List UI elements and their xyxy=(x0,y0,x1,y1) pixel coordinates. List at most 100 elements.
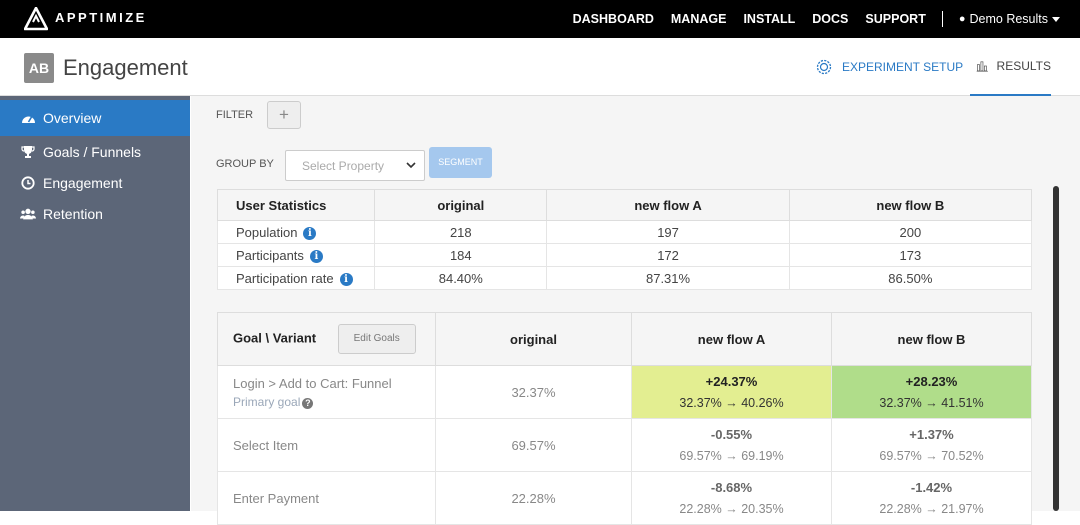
table-row: Login > Add to Cart: Funnel Primary goal… xyxy=(217,365,1032,419)
row-label: Population i xyxy=(216,220,376,244)
apptimize-logo-icon[interactable] xyxy=(24,7,48,31)
table-cell: 184 xyxy=(374,243,548,267)
column-header: new flow B xyxy=(831,312,1032,366)
goal-name: Enter Payment xyxy=(233,490,319,506)
table-cell: 84.40% xyxy=(374,266,548,290)
tab-results[interactable]: RESULTS xyxy=(970,38,1051,96)
table-cell: 172 xyxy=(546,243,790,267)
tab-experiment-setup-label: EXPERIMENT SETUP xyxy=(842,60,964,74)
group-by-label: GROUP BY xyxy=(216,158,274,170)
group-by-select[interactable]: Select Property xyxy=(285,150,425,181)
row-label: Participants i xyxy=(216,243,376,267)
variant-result-cell: +24.37% 32.37% → 40.26% xyxy=(631,365,832,419)
variant-result-cell: -1.42% 22.28% → 21.97% xyxy=(831,471,1032,525)
edit-goals-button[interactable]: Edit Goals xyxy=(337,324,416,354)
segment-button[interactable]: SEGMENT xyxy=(429,147,492,178)
filter-label: FILTER xyxy=(216,109,254,121)
nav-dashboard[interactable]: DASHBOARD xyxy=(572,12,654,26)
row-label-text: Population xyxy=(236,224,298,240)
users-icon xyxy=(20,207,36,221)
user-statistics-table: User Statistics original new flow A new … xyxy=(216,189,1033,290)
sidebar-item-label: Engagement xyxy=(43,174,123,191)
table-cell: 32.37% xyxy=(435,365,632,419)
table-cell: 197 xyxy=(546,220,790,244)
result-flow: 22.28% → 21.97% xyxy=(879,502,984,516)
variant-result-cell: -8.68% 22.28% → 20.35% xyxy=(631,471,832,525)
tab-results-label: RESULTS xyxy=(996,59,1051,73)
result-delta: +1.37% xyxy=(909,427,954,442)
caret-down-icon xyxy=(1052,16,1060,22)
table-cell: 22.28% xyxy=(435,471,632,525)
goals-table: Goal \ Variant Edit Goals original new f… xyxy=(217,312,1032,525)
sidebar-item-engagement[interactable]: Engagement xyxy=(0,167,190,198)
primary-goal-label: Primary goal? xyxy=(233,395,435,409)
goal-variant-header: Goal \ Variant xyxy=(233,330,317,346)
apple-icon: ● xyxy=(958,13,966,25)
result-flow: 69.57% → 69.19% xyxy=(679,449,784,463)
row-label: Participation rate i xyxy=(216,266,376,290)
row-label-text: Participation rate xyxy=(236,270,334,286)
nav-docs[interactable]: DOCS xyxy=(812,12,849,26)
table-cell: 218 xyxy=(374,220,548,244)
table-row: Population i 218 197 200 xyxy=(216,220,1033,244)
top-bar: APPTIMIZE DASHBOARD MANAGE INSTALL DOCS … xyxy=(0,0,1080,38)
column-header: original xyxy=(435,312,632,366)
info-icon[interactable]: i xyxy=(303,226,317,240)
primary-goal-text: Primary goal xyxy=(233,394,301,409)
gear-icon xyxy=(816,59,832,75)
column-header: new flow A xyxy=(546,189,790,221)
tab-experiment-setup[interactable]: EXPERIMENT SETUP xyxy=(814,38,963,96)
variant-result-cell: +28.23% 32.37% → 41.51% xyxy=(831,365,1032,419)
info-icon[interactable]: i xyxy=(339,272,353,286)
variant-result-cell: +1.37% 69.57% → 70.52% xyxy=(831,418,1032,472)
account-menu[interactable]: ● Demo Results xyxy=(959,12,1060,26)
sidebar-item-label: Goals / Funnels xyxy=(43,143,142,160)
row-label-text: Participants xyxy=(236,247,304,263)
brand-name[interactable]: APPTIMIZE xyxy=(55,10,147,25)
table-cell: 69.57% xyxy=(435,418,632,472)
account-label: Demo Results xyxy=(969,12,1049,26)
page-header: AB Engagement EXPERIMENT SETUP RESULTS xyxy=(0,38,1080,96)
table-row: Participation rate i 84.40% 87.31% 86.50% xyxy=(216,266,1033,290)
column-header: Goal \ Variant Edit Goals xyxy=(217,312,436,366)
dashboard-icon xyxy=(20,112,36,125)
question-icon[interactable]: ? xyxy=(302,397,314,409)
column-header: new flow A xyxy=(631,312,832,366)
table-row: Enter Payment 22.28% -8.68% 22.28% → 20.… xyxy=(217,471,1032,525)
add-filter-button[interactable]: + xyxy=(267,101,301,129)
nav-divider xyxy=(941,11,943,27)
scrollbar[interactable] xyxy=(1053,186,1059,511)
clock-icon xyxy=(20,175,36,190)
result-delta: -1.42% xyxy=(910,480,953,495)
result-flow: 69.57% → 70.52% xyxy=(879,449,984,463)
sidebar-item-overview[interactable]: Overview xyxy=(0,100,190,136)
trophy-icon xyxy=(20,145,36,159)
table-cell: 87.31% xyxy=(546,266,790,290)
result-delta: -0.55% xyxy=(710,427,753,442)
table-cell: 200 xyxy=(788,220,1033,244)
result-flow: 32.37% → 40.26% xyxy=(679,396,784,410)
page-title: Engagement xyxy=(63,55,188,80)
main-content: FILTER + GROUP BY Select Property SEGMEN… xyxy=(191,96,1080,525)
nav-support[interactable]: SUPPORT xyxy=(865,12,926,26)
result-delta: +24.37% xyxy=(705,374,758,389)
sidebar-item-retention[interactable]: Retention xyxy=(0,198,190,229)
table-header-row: Goal \ Variant Edit Goals original new f… xyxy=(217,312,1032,366)
result-flow: 32.37% → 41.51% xyxy=(879,396,984,410)
nav-manage[interactable]: MANAGE xyxy=(670,12,727,26)
chevron-down-icon xyxy=(406,162,416,169)
top-nav: DASHBOARD MANAGE INSTALL DOCS SUPPORT ● … xyxy=(556,0,1060,38)
info-icon[interactable]: i xyxy=(309,249,323,263)
table-cell: 86.50% xyxy=(788,266,1033,290)
table-row: Participants i 184 172 173 xyxy=(216,243,1033,267)
result-delta: +28.23% xyxy=(905,374,958,389)
sidebar-item-goals-funnels[interactable]: Goals / Funnels xyxy=(0,136,190,167)
column-header: User Statistics xyxy=(216,189,376,221)
nav-install[interactable]: INSTALL xyxy=(743,12,796,26)
table-header-row: User Statistics original new flow A new … xyxy=(216,189,1033,221)
sidebar-item-label: Overview xyxy=(43,110,102,126)
variant-result-cell: -0.55% 69.57% → 69.19% xyxy=(631,418,832,472)
goal-label: Select Item xyxy=(217,418,436,472)
ab-badge: AB xyxy=(24,53,54,83)
sidebar: Overview Goals / Funnels Engagement Rete… xyxy=(0,96,190,511)
